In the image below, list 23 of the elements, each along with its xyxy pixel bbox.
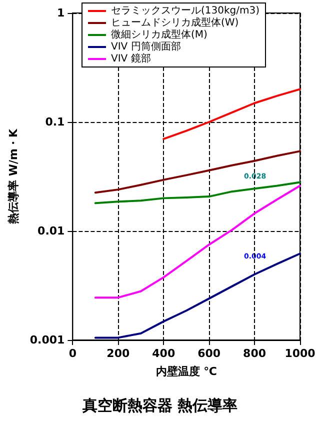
line-series: [94, 150, 301, 194]
x-axis-title: 内壁温度 ℃: [156, 365, 217, 378]
legend-label: VIV 円筒側面部: [111, 40, 181, 52]
x-tick-label: 600: [198, 347, 221, 360]
x-tick-label: 0: [68, 347, 77, 360]
y-tick-label: 0.1: [45, 116, 65, 128]
y-tick-label: 1: [57, 6, 65, 20]
legend-label: VIV 鏡部: [111, 52, 151, 64]
y-tick-label: 0.01: [38, 224, 65, 238]
line-series: [94, 181, 301, 204]
text: 真空断熱容器 熱伝導率: [81, 396, 238, 414]
line-series: [162, 88, 301, 140]
x-tick-label: 1000: [284, 347, 316, 360]
line-series: [94, 252, 301, 339]
legend-label: 微細シリカ成型体(M): [111, 28, 208, 40]
legend-label: ヒュームドシリカ成型体(W): [111, 16, 239, 28]
x-tick-label: 200: [106, 347, 130, 360]
y-axis-title: 熱伝導率 W/m・K: [7, 128, 20, 225]
line-series: [94, 184, 301, 299]
y-tick-label: 0.001: [30, 334, 65, 346]
legend-label: セラミックスウール(130kg/m3): [111, 6, 260, 16]
x-tick-label: 400: [152, 347, 176, 360]
x-tick-label: 800: [243, 347, 266, 360]
